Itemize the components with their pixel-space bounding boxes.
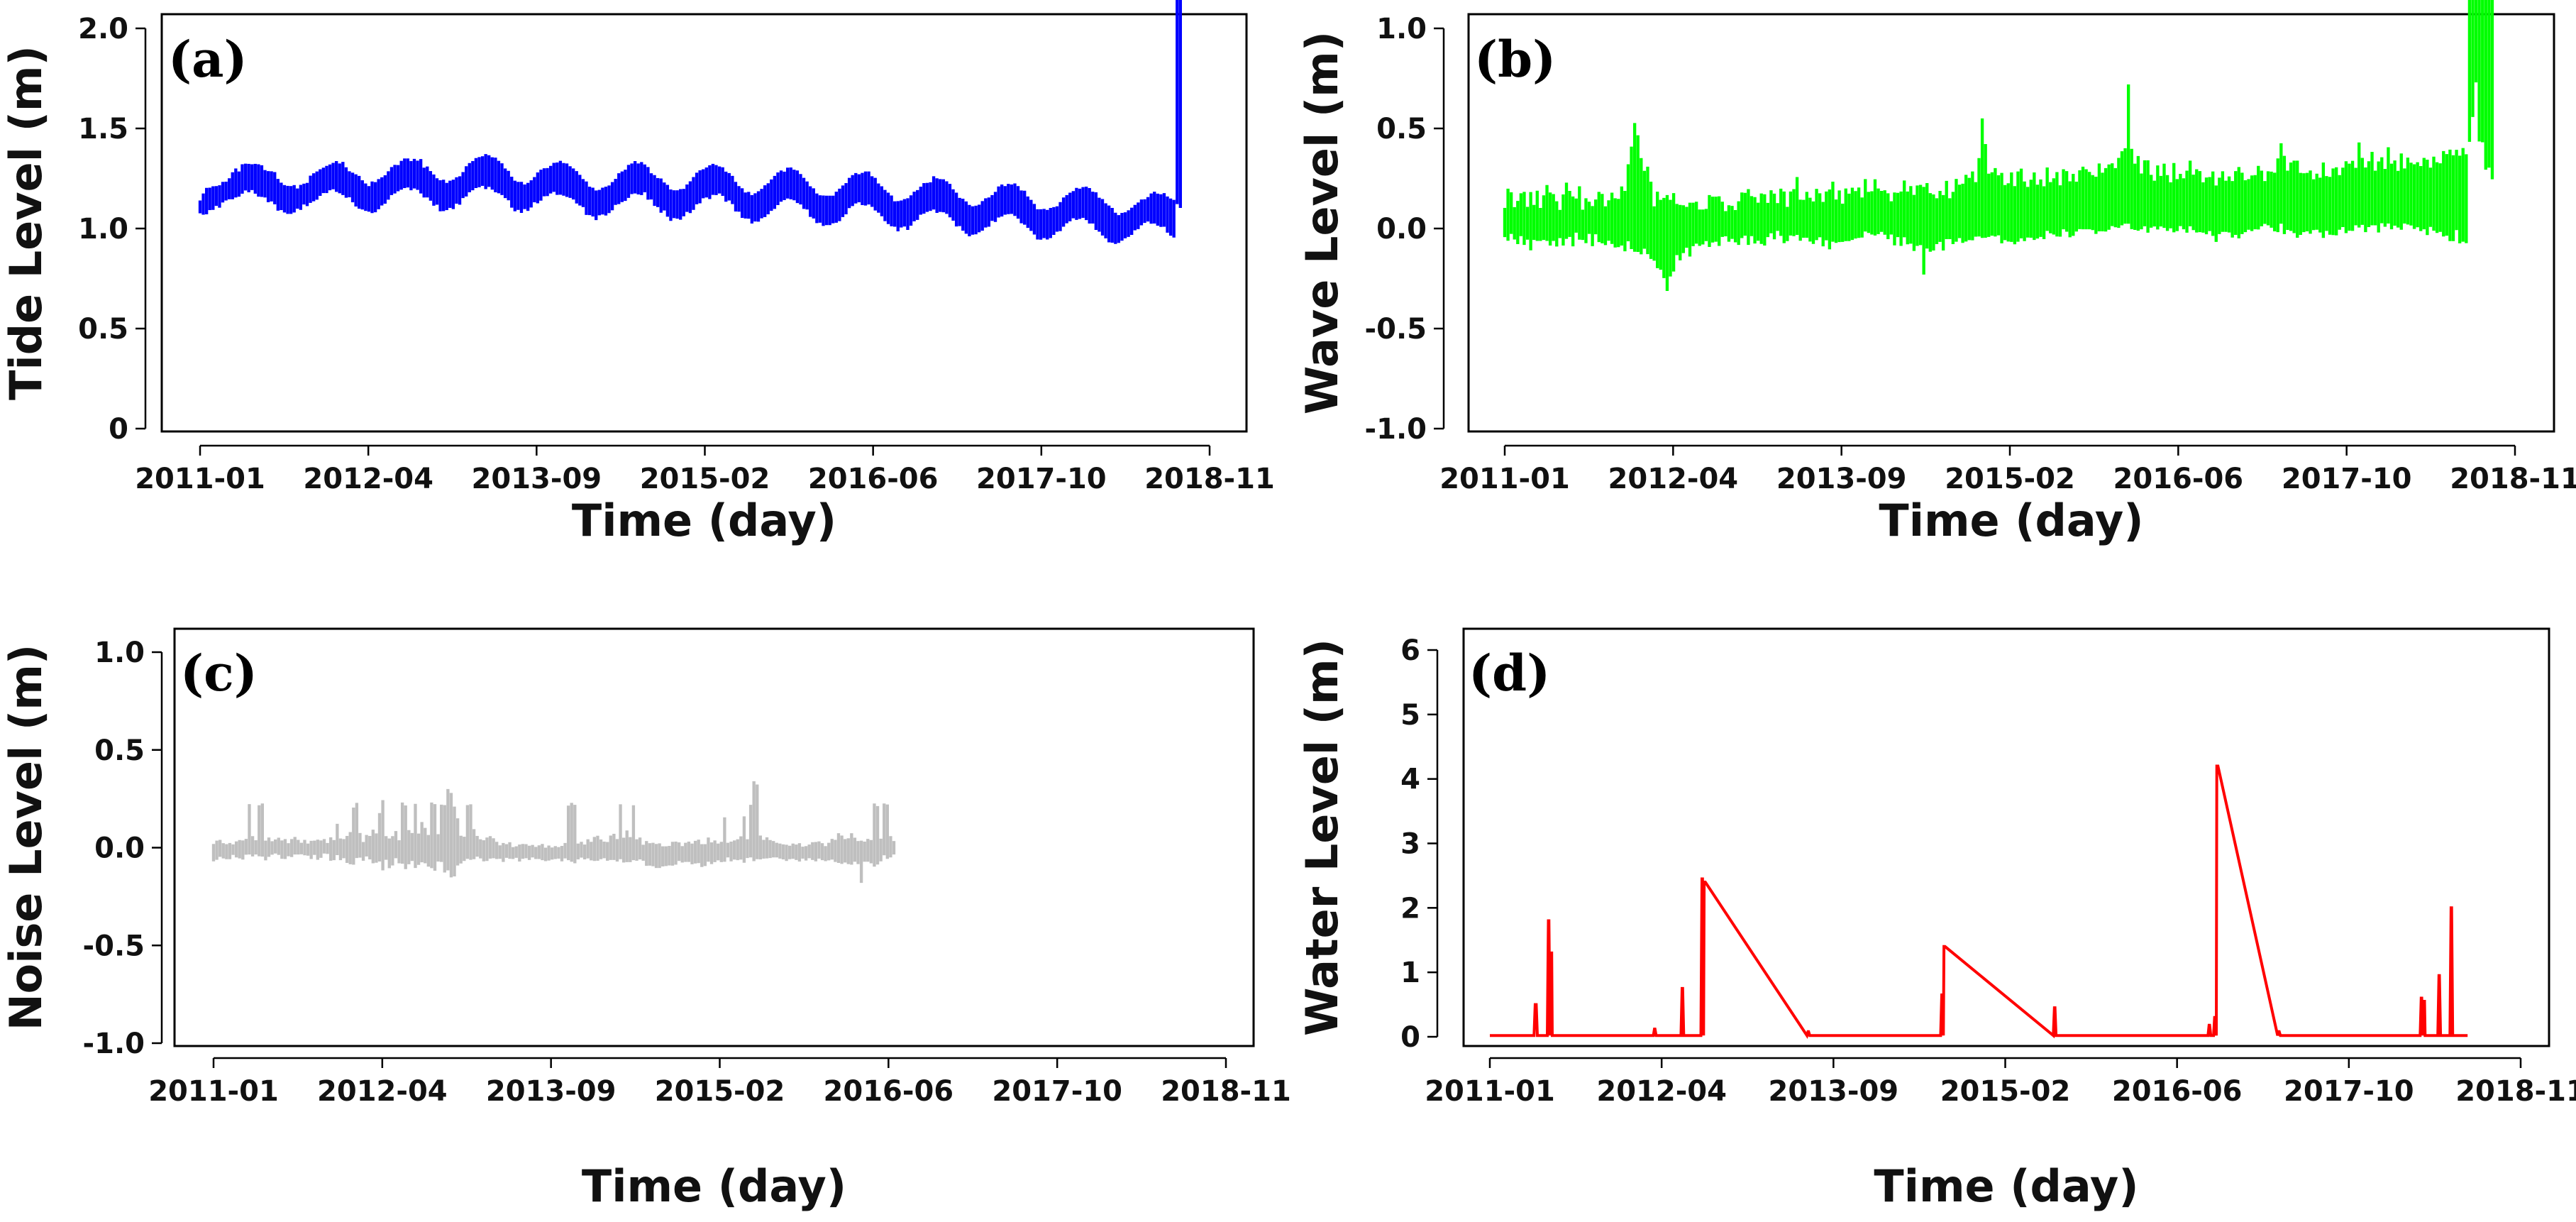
panel-d-x-tick-label: 2016-06: [2112, 1075, 2243, 1108]
panel-a-plot-frame: [160, 13, 1248, 433]
panel-a-y-tick-label: 0: [109, 413, 128, 446]
panel-b-y-tick-label: -1.0: [1365, 413, 1427, 446]
panel-b-y-tick-label: 0.5: [1376, 113, 1427, 145]
panel-b-x-tick-label: 2013-09: [1776, 463, 1907, 495]
panel-c-y-tick-label: -1.0: [83, 1028, 145, 1060]
panel-a-x-tick-label: 2018-11: [1144, 463, 1275, 495]
panel-b-x-tick-label: 2015-02: [1945, 463, 2075, 495]
panel-d-y-tick-label: 6: [1400, 634, 1420, 667]
panel-b-y-tick-label: 1.0: [1376, 13, 1427, 45]
panel-d-x-tick-label: 2015-02: [1940, 1075, 2071, 1108]
panel-a-panel-label: (a): [168, 30, 248, 89]
panel-d-y-tick-label: 1: [1400, 957, 1420, 989]
panel-a-y-tick-label: 1.0: [78, 213, 128, 246]
panel-b-x-axis-title: Time (day): [1879, 495, 2143, 546]
panel-d-x-axis-title: Time (day): [1874, 1160, 2138, 1212]
panel-d-y-tick-label: 4: [1400, 764, 1420, 796]
panel-d-x-tick-label: 2012-04: [1596, 1075, 1727, 1108]
panel-b-plot-frame: [1467, 13, 2555, 433]
panel-a-x-tick-label: 2011-01: [135, 463, 265, 495]
panel-c-y-axis-title: Noise Level (m): [0, 644, 52, 1030]
panel-d-plot-frame: [1462, 627, 2550, 1047]
panel-c-x-tick-label: 2012-04: [317, 1075, 448, 1108]
panel-c-panel-label: (c): [180, 644, 258, 703]
panel-d-panel-label: (d): [1469, 644, 1550, 703]
panel-a-y-tick-label: 2.0: [78, 13, 128, 45]
panel-b-y-axis-title: Wave Level (m): [1296, 31, 1348, 414]
panel-c-x-tick-label: 2016-06: [824, 1075, 954, 1108]
panel-b-x-tick-label: 2018-11: [2450, 463, 2576, 495]
panel-a-x-tick-label: 2017-10: [976, 463, 1107, 495]
panel-d-y-axis-title: Water Level (m): [1296, 639, 1348, 1036]
panel-c-x-axis-title: Time (day): [582, 1160, 846, 1212]
panel-d-y-tick-label: 3: [1400, 828, 1420, 861]
panel-d-x-tick-label: 2011-01: [1425, 1075, 1555, 1108]
panel-c-x-tick-label: 2011-01: [148, 1075, 279, 1108]
panel-b-x-tick-label: 2017-10: [2282, 463, 2412, 495]
panel-d-x-tick-label: 2017-10: [2284, 1075, 2414, 1108]
panel-c-x-tick-label: 2017-10: [992, 1075, 1122, 1108]
panel-b-x-tick-label: 2012-04: [1608, 463, 1739, 495]
panel-a-y-tick-label: 0.5: [78, 313, 128, 346]
panel-d-y-tick-label: 2: [1400, 892, 1420, 925]
panel-d-y-tick-label: 5: [1400, 699, 1420, 732]
panel-c-y-tick-label: 0.0: [94, 832, 145, 865]
panel-b-y-tick-label: 0.0: [1376, 213, 1427, 246]
panel-d-x-tick-label: 2013-09: [1769, 1075, 1899, 1108]
panel-c-x-tick-label: 2015-02: [655, 1075, 785, 1108]
panel-a-y-tick-label: 1.5: [78, 113, 128, 145]
panel-b-y-tick-label: -0.5: [1365, 313, 1427, 346]
panel-c-x-tick-label: 2018-11: [1161, 1075, 1291, 1108]
panel-c-y-tick-label: 1.0: [94, 637, 145, 669]
panel-d-y-tick-label: 0: [1400, 1021, 1420, 1054]
panel-b-x-tick-label: 2011-01: [1439, 463, 1570, 495]
panel-d-x-tick-label: 2018-11: [2455, 1075, 2576, 1108]
panel-d-series-line: [1490, 764, 2468, 1039]
panel-a-x-tick-label: 2015-02: [640, 463, 770, 495]
panel-b-panel-label: (b): [1474, 30, 1556, 89]
panel-a-x-tick-label: 2012-04: [303, 463, 433, 495]
panel-a-x-axis-title: Time (day): [572, 495, 836, 546]
panel-a-y-axis-title: Tide Level (m): [0, 45, 52, 400]
panel-c-y-tick-label: 0.5: [94, 734, 145, 767]
panel-c-x-tick-label: 2013-09: [486, 1075, 617, 1108]
panel-a-x-tick-label: 2013-09: [472, 463, 602, 495]
panel-b-x-tick-label: 2016-06: [2113, 463, 2244, 495]
panel-a-x-tick-label: 2016-06: [808, 463, 939, 495]
panel-c-y-tick-label: -0.5: [83, 930, 145, 962]
panel-c-plot-frame: [173, 627, 1255, 1047]
